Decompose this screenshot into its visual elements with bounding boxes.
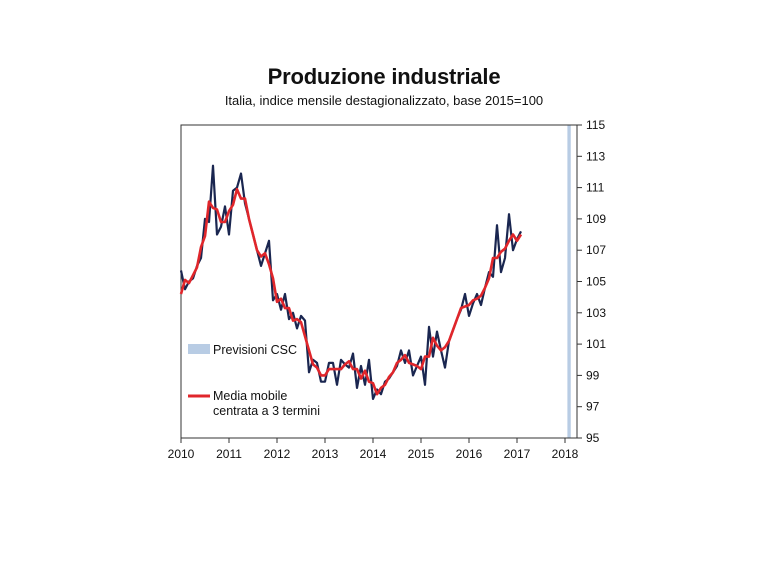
y-tick-label: 111 xyxy=(586,181,605,195)
series-layer xyxy=(179,164,523,400)
x-tick-label: 2014 xyxy=(360,447,387,461)
chart-title: Produzione industriale xyxy=(267,64,501,89)
x-tick-label: 2017 xyxy=(504,447,531,461)
y-tick-label: 99 xyxy=(586,368,600,382)
series-line-index xyxy=(179,164,522,400)
legend-swatch-forecast xyxy=(188,344,210,354)
y-tick-label: 95 xyxy=(586,431,600,445)
legend-label-moving-average-line2: centrata a 3 termini xyxy=(213,404,320,418)
y-tick-label: 103 xyxy=(586,306,606,320)
legend-label-moving-average: Media mobile centrata a 3 termini xyxy=(213,389,320,418)
y-tick-label: 105 xyxy=(586,275,606,289)
x-axis: 2010 2011 2012 2013 2014 2015 2016 2017 2018 xyxy=(168,438,579,461)
legend: Previsioni CSC Media mobile centrata a 3… xyxy=(188,343,320,418)
y-tick-label: 101 xyxy=(586,337,606,351)
y-tick-label: 107 xyxy=(586,243,606,257)
x-tick-label: 2013 xyxy=(312,447,339,461)
y-axis: 95 97 99 101 103 105 107 109 111 113 115 xyxy=(577,118,606,445)
y-tick-label: 115 xyxy=(586,118,605,132)
y-tick-label: 109 xyxy=(586,212,606,226)
x-tick-label: 2010 xyxy=(168,447,195,461)
x-tick-label: 2016 xyxy=(456,447,483,461)
x-tick-label: 2018 xyxy=(552,447,579,461)
legend-label-forecast: Previsioni CSC xyxy=(213,343,297,357)
forecast-band-layer xyxy=(567,125,571,438)
x-tick-label: 2011 xyxy=(216,447,242,461)
y-tick-label: 97 xyxy=(586,400,600,414)
y-tick-label: 113 xyxy=(586,149,605,163)
forecast-band xyxy=(567,125,571,438)
x-tick-label: 2015 xyxy=(408,447,435,461)
series-line-moving-average xyxy=(179,187,523,396)
chart-subtitle: Italia, indice mensile destagionalizzato… xyxy=(224,93,544,108)
legend-label-moving-average-line1: Media mobile xyxy=(213,389,287,403)
x-tick-label: 2012 xyxy=(264,447,291,461)
